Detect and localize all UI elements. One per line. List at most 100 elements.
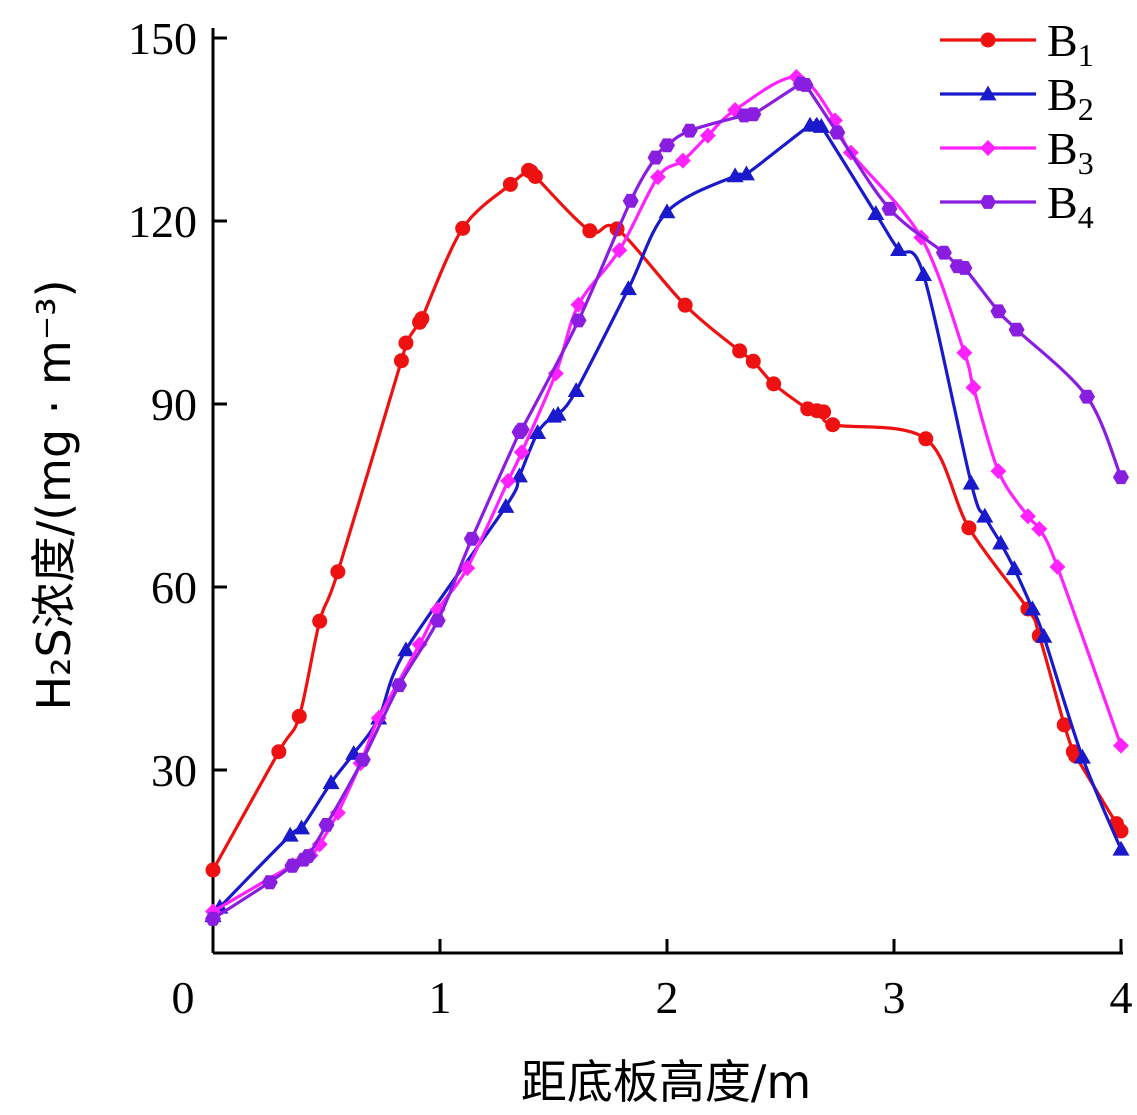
legend-label-subscript: 2 [1078,91,1094,127]
data-point [1113,737,1129,754]
data-point [766,376,782,392]
legend-label: B3 [1047,123,1094,181]
data-point [429,613,446,628]
legend-label: B4 [1047,177,1094,235]
data-point [732,343,748,359]
data-point [463,531,480,546]
data-point [737,165,755,181]
data-point [935,245,952,260]
legend-item-b1: B1 [940,15,1094,73]
legend-label-base: B [1047,69,1078,120]
data-point [992,534,1010,550]
data-point [1008,322,1025,337]
data-point [500,472,517,489]
series-b2 [204,116,1130,923]
data-point [1023,600,1041,616]
data-point [976,507,994,523]
data-point [829,125,846,140]
data-point [611,242,628,259]
x-tick-label: 4 [1110,972,1133,1023]
data-point [293,819,311,835]
data-point [915,266,933,282]
data-point [825,417,841,433]
x-axis-title: 距底板高度/m [521,1055,811,1109]
data-point [322,774,340,790]
data-point [1031,521,1048,538]
data-point [1056,717,1072,733]
x-tick-label: 3 [883,972,906,1023]
data-point [330,564,346,580]
series-b4 [205,76,1129,926]
data-point [1019,508,1036,525]
data-point [681,123,698,138]
series-line [211,167,1123,871]
data-point [527,168,543,184]
data-point [513,444,530,461]
data-point [300,849,317,863]
legend-marker [979,85,997,101]
data-point [312,613,328,629]
legend-item-b3: B3 [940,123,1094,181]
legend-item-b2: B2 [940,69,1094,127]
data-point [649,169,666,186]
data-point [677,297,693,313]
data-point [961,520,977,536]
y-tick-label: 30 [151,745,197,796]
legend-label-subscript: 1 [1078,37,1094,73]
y-tick-label: 60 [151,562,197,613]
data-point [354,752,371,767]
data-point [398,335,414,351]
data-point [1073,748,1091,764]
data-point [890,241,908,257]
data-point [990,463,1007,480]
x-tick-label: 0 [172,972,195,1023]
data-point [261,875,278,890]
data-point [1079,389,1095,404]
data-point [329,804,346,821]
data-point [567,382,585,397]
data-point [619,280,637,296]
data-point [956,344,973,361]
data-point [510,467,528,483]
data-point [311,836,328,853]
data-point [826,112,843,129]
data-point [529,424,547,440]
data-point [284,858,301,873]
legend-label-base: B [1047,15,1078,66]
data-point [990,304,1007,319]
data-point [549,405,567,421]
data-point [502,176,518,192]
data-point [205,862,221,878]
data-point [962,474,980,490]
data-point [797,78,814,92]
series-layer [204,69,1130,926]
data-point [816,404,832,420]
data-point [1049,558,1066,575]
x-tick-label: 1 [429,972,452,1023]
data-point [745,107,762,122]
x-tick-label: 2 [656,972,679,1023]
data-point [397,641,415,657]
data-point [318,818,335,832]
legend-label-base: B [1047,123,1078,174]
data-point [867,205,885,221]
axes: 30 60 90 120 150 0 1 2 3 4 [128,13,1133,1023]
data-point [658,203,676,219]
data-point [291,708,307,724]
data-point [393,353,409,369]
data-point [918,431,934,447]
data-point [812,117,830,133]
data-point [455,220,471,236]
series-b1 [205,162,1129,878]
data-point [659,138,675,153]
data-point [1035,627,1053,643]
y-axis-title: H₂S浓度/(mg · m⁻³) [27,279,81,710]
data-point [881,201,898,216]
legend-marker [980,32,996,48]
data-point [956,261,973,275]
legend-item-b4: B4 [940,177,1094,235]
data-point [1113,470,1129,485]
legend-label-base: B [1047,177,1078,228]
legend-label: B1 [1047,15,1094,73]
